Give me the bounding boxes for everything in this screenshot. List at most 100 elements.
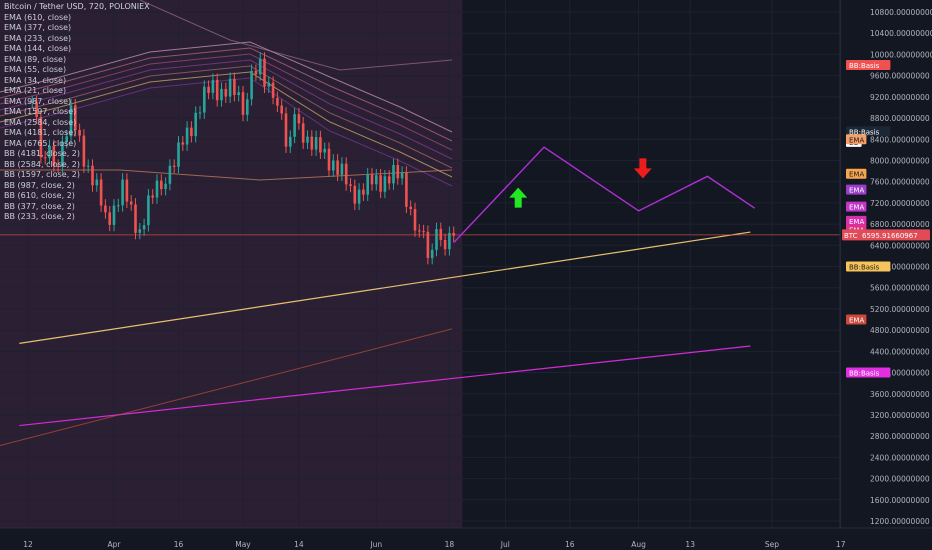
indicator-label[interactable]: BB (1597, close, 2)	[4, 170, 80, 179]
indicator-label[interactable]: EMA (89, close)	[4, 54, 67, 64]
candle	[121, 173, 124, 212]
candle	[263, 52, 266, 93]
candle-body	[276, 97, 279, 106]
indicator-label[interactable]: EMA (144, close)	[4, 44, 72, 53]
badge-label: EMA	[849, 171, 864, 179]
y-tick-label: 7200.00000000	[870, 199, 930, 208]
ema-curve	[0, 47, 453, 142]
trend-line-bb_lower	[19, 345, 751, 427]
candle-body	[435, 229, 438, 250]
candle-body	[138, 229, 142, 233]
candle-body	[207, 86, 210, 93]
indicator-label[interactable]: EMA (377, close)	[4, 23, 72, 32]
indicator-label[interactable]: EMA (4181, close)	[4, 128, 77, 137]
badge-label: EMA	[849, 317, 864, 325]
candle-body	[332, 160, 335, 171]
candle-body	[52, 145, 56, 166]
candle-body	[250, 70, 253, 100]
indicator-label[interactable]: BB (377, close, 2)	[4, 201, 75, 211]
candle	[134, 198, 137, 240]
candle	[48, 139, 51, 165]
indicator-label[interactable]: EMA (34, close)	[4, 75, 67, 85]
y-tick-label: 4000.00000000	[870, 369, 930, 378]
candle-body	[258, 58, 262, 75]
candle	[164, 177, 167, 196]
candle	[400, 166, 404, 185]
indicator-label[interactable]: BB (233, close, 2)	[4, 212, 75, 221]
candle-body	[203, 86, 206, 113]
candle-body	[95, 179, 99, 186]
candle-body	[134, 204, 137, 233]
candle-body	[56, 165, 60, 167]
candle	[332, 154, 335, 177]
candle	[396, 158, 400, 185]
x-tick-label: Jul	[500, 540, 510, 549]
y-tick-label: 4800.00000000	[870, 326, 930, 335]
candle	[383, 170, 387, 199]
indicator-label[interactable]: EMA (610, close)	[4, 12, 72, 22]
candle-body	[284, 113, 288, 147]
candle	[366, 167, 369, 202]
candle	[142, 218, 146, 236]
indicator-label[interactable]: EMA (55, close)	[4, 65, 67, 74]
candle	[91, 159, 94, 192]
candle	[276, 91, 279, 113]
candle	[297, 107, 301, 130]
candle-body	[353, 185, 357, 204]
y-tick-label: 5600.00000000	[870, 284, 930, 293]
candle-body	[430, 249, 434, 259]
y-tick-label: 3600.00000000	[870, 390, 930, 399]
candle-body	[344, 163, 348, 185]
indicator-label[interactable]: EMA (21, close)	[4, 86, 67, 95]
candle-body	[39, 116, 43, 158]
candle-body	[147, 195, 150, 226]
indicator-badge: BB:Basis	[846, 367, 891, 378]
candle	[293, 107, 296, 144]
indicator-label[interactable]: BB (4181, close, 2)	[4, 149, 80, 158]
candle-body	[267, 82, 271, 87]
candle	[56, 159, 60, 173]
indicator-label[interactable]: EMA (233, close)	[4, 33, 72, 43]
indicator-label[interactable]: BB (610, close, 2)	[4, 191, 75, 200]
x-tick-label: May	[235, 540, 251, 549]
candle	[52, 139, 56, 173]
symbol-title[interactable]: Bitcoin / Tether USD, 720, POLONIEX	[4, 2, 150, 11]
indicator-label[interactable]: BB (2584, close, 2)	[4, 159, 80, 169]
candle-body	[387, 176, 391, 184]
y-tick-label: 2400.00000000	[870, 453, 930, 462]
badge-label: EMA	[849, 204, 864, 212]
candle	[413, 202, 417, 237]
x-tick-label: 13	[685, 540, 695, 549]
candle	[327, 142, 331, 177]
indicator-label[interactable]: EMA (987, close)	[4, 96, 72, 106]
y-tick-label: 7600.00000000	[870, 178, 930, 187]
candle	[379, 168, 382, 199]
indicator-label[interactable]: EMA (6765, close)	[4, 138, 77, 148]
candle	[241, 85, 245, 122]
y-tick-label: 2800.00000000	[870, 432, 930, 441]
arrow-down-icon	[633, 158, 652, 179]
indicator-label[interactable]: BB (987, close, 2)	[4, 180, 75, 190]
indicator-label[interactable]: EMA (2584, close)	[4, 117, 77, 127]
candle	[125, 173, 129, 208]
candle	[35, 95, 38, 124]
candle-body	[289, 136, 292, 147]
indicator-label[interactable]: EMA (1597, close)	[4, 107, 77, 116]
arrow-up-icon	[509, 187, 528, 208]
ema-curve	[0, 53, 453, 151]
candle-body	[392, 164, 395, 184]
candle-body	[297, 114, 301, 124]
candle	[409, 200, 412, 216]
candle	[211, 73, 215, 100]
candle-body	[233, 78, 236, 96]
candle-body	[366, 174, 369, 195]
candle	[340, 157, 344, 182]
candle-body	[362, 189, 365, 195]
badge-bg	[846, 134, 867, 145]
candle	[99, 173, 103, 212]
candle-body	[155, 180, 159, 198]
y-tick-label: 8400.00000000	[870, 135, 930, 144]
candle-body	[405, 172, 408, 207]
